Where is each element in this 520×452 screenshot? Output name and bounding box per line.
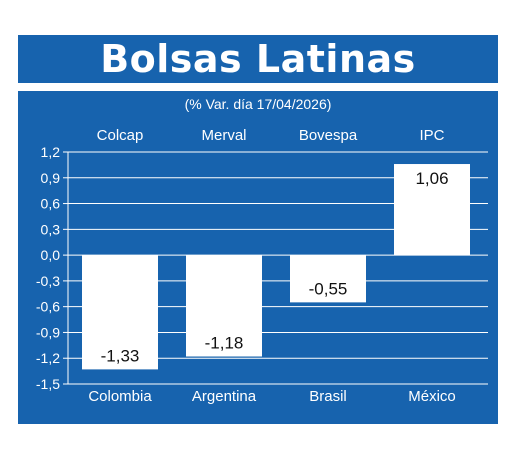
bar: [394, 164, 470, 256]
bar: [186, 255, 262, 357]
x-category-label: Argentina: [192, 388, 257, 405]
value-label: -1,18: [205, 334, 244, 353]
y-tick-label: 1,2: [41, 144, 61, 160]
value-label: 1,06: [415, 169, 448, 188]
bar: [290, 255, 366, 303]
label-layer: -1,33 Colcap Colombia -1,18 Merval Argentina -…: [88, 127, 455, 405]
index-name-label: Bovespa: [299, 127, 358, 144]
index-name-label: IPC: [419, 127, 444, 144]
y-tick-label: -0,6: [36, 299, 60, 315]
y-tick-label: -1,2: [36, 350, 60, 366]
bar: [82, 255, 158, 370]
y-tick-label: 0,6: [41, 196, 61, 212]
y-tick-label: -0,3: [36, 273, 60, 289]
chart-panel: (% Var. día 17/04/2026) 1,2 0,9 0,6 0,3 0,0 -…: [18, 91, 498, 424]
y-tick-label: -1,5: [36, 376, 60, 392]
index-name-label: Merval: [201, 127, 246, 144]
value-label: -0,55: [309, 279, 348, 298]
bar-layer: [82, 164, 470, 370]
y-tick-label: 0,9: [41, 170, 61, 186]
y-tick-label: -0,9: [36, 324, 60, 340]
x-category-label: Colombia: [88, 388, 152, 405]
value-label: -1,33: [101, 346, 140, 365]
y-axis: 1,2 0,9 0,6 0,3 0,0 -0,3 -0,6 -0,9 -1,2 -1,5: [36, 144, 69, 392]
bar-chart: (% Var. día 17/04/2026) 1,2 0,9 0,6 0,3 0,0 -…: [36, 96, 488, 405]
y-tick-label: 0,3: [41, 221, 61, 237]
y-tick-label: 0,0: [41, 247, 61, 263]
x-category-label: Brasil: [309, 388, 347, 405]
chart-title: Bolsas Latinas: [18, 35, 498, 83]
x-category-label: México: [408, 388, 456, 405]
index-name-label: Colcap: [97, 127, 144, 144]
chart-subtitle: (% Var. día 17/04/2026): [185, 96, 332, 112]
